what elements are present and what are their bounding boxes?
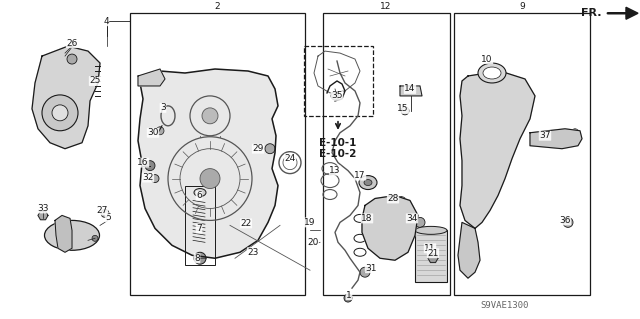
Bar [454,13,590,295]
Text: 25: 25 [90,77,100,85]
Text: 19: 19 [304,218,316,227]
Text: 26: 26 [67,39,77,48]
Circle shape [67,54,77,64]
Text: 15: 15 [397,104,409,113]
Text: E-10-2: E-10-2 [319,149,356,159]
Polygon shape [55,215,72,252]
Circle shape [194,252,206,264]
Polygon shape [458,222,480,278]
Ellipse shape [415,226,447,234]
Text: 35: 35 [332,92,343,100]
Text: 36: 36 [559,216,571,225]
Bar [323,13,450,295]
Text: 14: 14 [404,85,416,93]
Text: 18: 18 [361,214,372,223]
Circle shape [101,210,109,218]
Circle shape [344,294,352,302]
Ellipse shape [194,189,206,197]
Text: 34: 34 [406,214,418,223]
Circle shape [544,135,552,143]
Polygon shape [428,254,438,263]
Circle shape [151,174,159,182]
Text: 5: 5 [105,213,111,222]
Text: 23: 23 [247,248,259,257]
Circle shape [571,129,579,137]
Polygon shape [460,71,535,228]
Text: 6: 6 [196,191,202,200]
Text: 7: 7 [196,224,202,233]
Text: 24: 24 [284,154,296,163]
Text: 8: 8 [194,254,200,263]
Text: FR.: FR. [582,8,602,18]
Circle shape [401,107,409,115]
Text: 4: 4 [103,17,109,26]
Circle shape [563,218,573,227]
Ellipse shape [394,197,406,204]
Polygon shape [530,129,582,149]
Text: 2: 2 [214,2,220,11]
Ellipse shape [478,63,506,83]
Circle shape [360,267,370,277]
Text: 9: 9 [519,2,525,11]
Polygon shape [400,86,422,96]
Text: 21: 21 [428,249,438,258]
Bar [304,46,373,116]
Text: 17: 17 [355,171,365,180]
Polygon shape [362,196,418,260]
Text: 12: 12 [380,2,392,11]
Text: 16: 16 [137,158,148,167]
Circle shape [331,92,339,100]
Bar [185,186,215,265]
Text: 13: 13 [329,166,340,175]
Text: 37: 37 [540,131,551,140]
Text: E-10-1: E-10-1 [319,138,356,148]
Text: 10: 10 [481,55,493,63]
Polygon shape [608,7,638,19]
Circle shape [145,161,155,171]
Text: 32: 32 [142,173,154,182]
Text: S9VAE1300: S9VAE1300 [481,301,529,310]
Text: 22: 22 [241,219,252,228]
Circle shape [200,169,220,189]
Ellipse shape [364,180,372,186]
Polygon shape [38,211,48,220]
Circle shape [202,108,218,124]
Bar [130,13,305,295]
Ellipse shape [483,67,501,79]
Text: 33: 33 [37,204,49,213]
Text: 30: 30 [147,128,159,137]
Circle shape [265,144,275,154]
Polygon shape [138,69,278,258]
Text: 1: 1 [346,291,352,300]
Circle shape [156,127,164,135]
Ellipse shape [45,220,99,250]
Polygon shape [32,46,100,149]
Circle shape [42,95,78,131]
Circle shape [415,218,425,227]
Ellipse shape [359,175,377,189]
Bar [415,230,447,282]
Text: 28: 28 [387,194,399,203]
Text: 31: 31 [365,264,377,273]
Circle shape [92,235,98,241]
Text: 27: 27 [96,206,108,215]
Text: 11: 11 [424,244,436,253]
Text: 29: 29 [252,144,264,153]
Text: 3: 3 [160,103,166,112]
Circle shape [52,105,68,121]
Polygon shape [138,69,165,86]
Text: 20: 20 [307,238,319,247]
